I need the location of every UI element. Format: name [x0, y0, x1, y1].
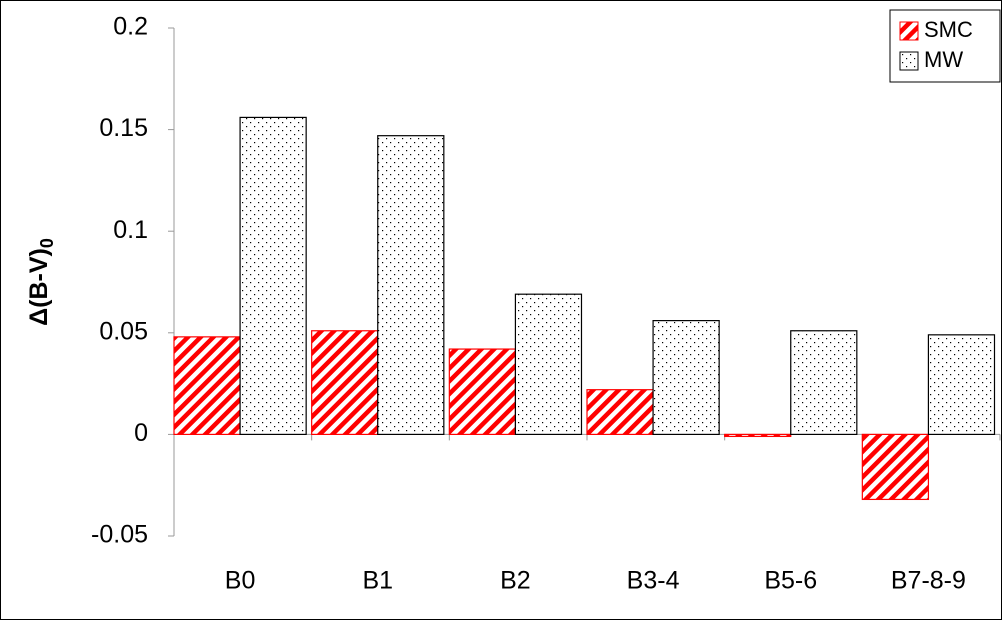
y-tick-label: 0.15 [99, 114, 148, 142]
x-tick-label: B2 [500, 567, 531, 595]
bar [586, 389, 654, 436]
x-tick-label: B1 [362, 567, 393, 595]
x-tick-label: B7-8-9 [891, 567, 966, 595]
x-tick-label: B5-6 [764, 567, 817, 595]
bar [311, 330, 379, 436]
y-tick-label: 0.05 [99, 317, 148, 345]
bar [724, 433, 792, 438]
bar [239, 116, 307, 436]
bar [448, 348, 517, 436]
y-tick-label: 0.1 [113, 216, 148, 244]
bar [514, 293, 583, 435]
y-tick-label: 0.2 [113, 13, 148, 41]
legend-swatch [899, 51, 919, 71]
y-label-subscript: 0 [37, 238, 57, 248]
bar [861, 433, 930, 501]
y-tick-label: 0 [134, 419, 148, 447]
x-tick-label: B0 [225, 567, 256, 595]
y-label-main: Δ(B-V) [25, 248, 53, 326]
x-tick-label: B3-4 [627, 567, 680, 595]
bar [173, 336, 241, 436]
legend-label: SMC [924, 17, 973, 42]
y-axis-label: Δ(B-V)0 [25, 238, 57, 326]
bar [927, 334, 996, 436]
bar [652, 320, 720, 436]
legend-label: MW [924, 47, 963, 72]
bar [377, 135, 445, 436]
bar [790, 330, 858, 436]
legend-swatch [899, 21, 919, 41]
y-tick-label: -0.05 [91, 521, 148, 549]
